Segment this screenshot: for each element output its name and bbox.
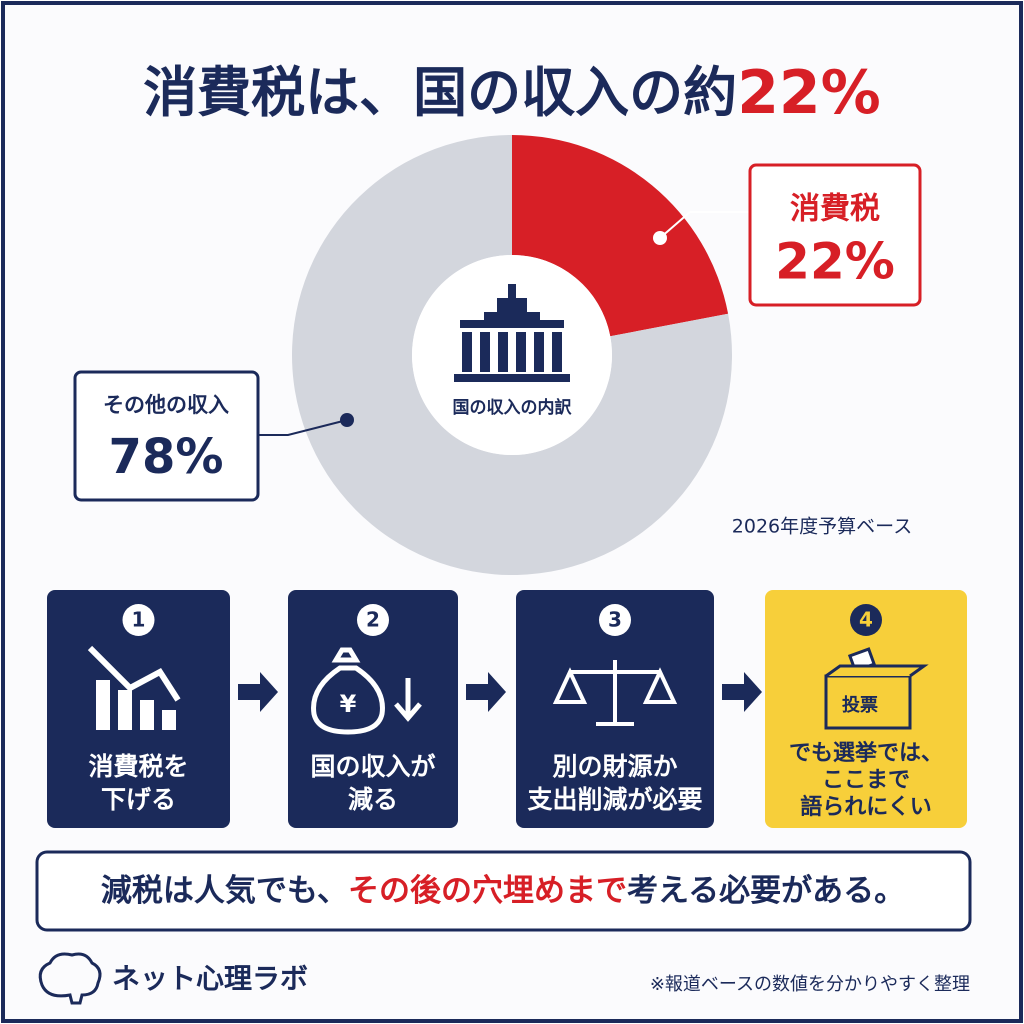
conclusion-highlight: その後の穴埋めまで xyxy=(348,873,627,909)
donut-hole xyxy=(412,255,612,455)
step-badge xyxy=(599,604,631,636)
donut xyxy=(258,134,750,575)
chart-down-icon xyxy=(87,645,181,730)
step-number: 4 xyxy=(859,608,873,632)
step-badge xyxy=(357,604,389,636)
footer-note: ※報道ベースの数値を分かりやすく整理 xyxy=(650,974,970,995)
step-number: 1 xyxy=(132,608,146,632)
callout-value: 22% xyxy=(775,233,895,291)
pie-slice xyxy=(512,135,729,337)
step-text: 国の収入が xyxy=(310,752,435,781)
flow-arrows xyxy=(238,672,762,712)
step-box xyxy=(288,590,458,828)
callout-category: その他の収入 xyxy=(103,393,229,417)
step-text: 語られにくい xyxy=(800,794,932,820)
step-text: でも選挙では、 xyxy=(789,740,943,766)
ballot-label: 投票 xyxy=(842,694,878,716)
chart-note: 2026年度予算ベース xyxy=(732,516,912,538)
conclusion-box xyxy=(35,850,972,932)
brand: ネット心理ラボ xyxy=(112,962,308,995)
step-badge xyxy=(122,604,155,636)
brain-icon xyxy=(38,952,102,1005)
title-highlight: 22% xyxy=(737,58,881,128)
leader-line xyxy=(258,419,348,436)
step-text: 減る xyxy=(348,785,398,814)
pie-slice xyxy=(292,134,733,575)
conclusion-text: 減税は人気でも、 xyxy=(101,873,348,909)
step-text: 下げる xyxy=(101,785,176,814)
step-text: 消費税を xyxy=(88,752,188,781)
callout-box xyxy=(748,163,922,307)
conclusion: 減税は人気でも、その後の穴埋めまで考える必要がある。 xyxy=(101,873,905,909)
title: 消費税は、国の収入の約22% xyxy=(143,58,881,128)
building-icon xyxy=(454,284,570,382)
callout-value: 78% xyxy=(109,429,224,485)
leader-line xyxy=(659,211,750,239)
step-number: 2 xyxy=(366,608,380,632)
conclusion-text: 考える必要がある。 xyxy=(627,873,905,909)
step-number: 3 xyxy=(608,608,622,632)
step-text: 支出削減が必要 xyxy=(527,785,702,814)
title-text: 消費税は、国の収入の約 xyxy=(143,61,737,124)
step-text: 別の財源か xyxy=(552,752,677,781)
leader-dot xyxy=(653,231,667,245)
step-badge xyxy=(850,604,882,636)
center-label: 国の収入の内訳 xyxy=(453,397,573,418)
callout-box xyxy=(73,370,260,502)
callout-category: 消費税 xyxy=(790,192,880,227)
scale-icon xyxy=(552,660,678,726)
step-text: ここまで xyxy=(822,768,910,793)
yen-sign: ¥ xyxy=(340,690,357,718)
leader-dot xyxy=(340,413,354,427)
ballot-box-icon xyxy=(824,647,929,730)
money-bag-icon xyxy=(311,647,422,735)
